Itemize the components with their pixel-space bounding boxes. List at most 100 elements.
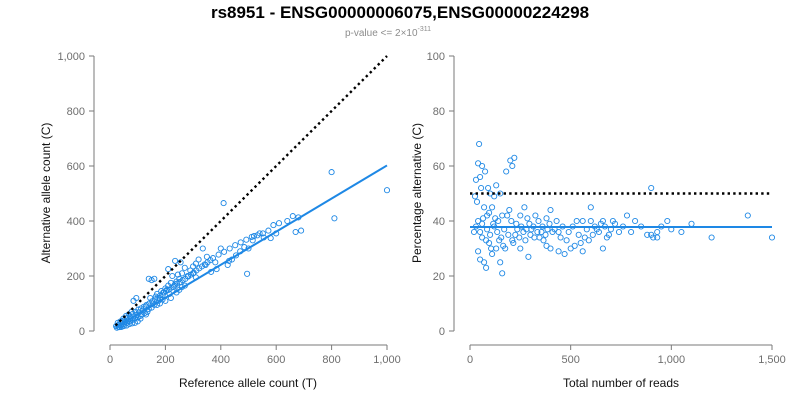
data-point bbox=[477, 173, 484, 181]
y-tick-label: 200 bbox=[67, 271, 85, 283]
data-point bbox=[555, 228, 562, 236]
y-tick-label: 60 bbox=[433, 161, 445, 173]
data-point bbox=[549, 228, 556, 236]
data-point bbox=[503, 168, 510, 175]
data-point bbox=[226, 245, 233, 252]
data-point bbox=[546, 220, 553, 227]
panel-percentage-alternative: 0 500 1,000 1,500 0 20 40 60 80 100 Total number o… bbox=[410, 51, 786, 390]
data-point bbox=[489, 204, 496, 211]
data-point bbox=[142, 311, 150, 318]
x-tick-label: 600 bbox=[267, 354, 285, 366]
data-point bbox=[331, 215, 338, 222]
data-point bbox=[486, 239, 493, 247]
data-point bbox=[524, 215, 531, 222]
x-tick-label: 1,000 bbox=[373, 354, 401, 366]
data-point bbox=[480, 215, 487, 222]
data-point bbox=[540, 237, 547, 244]
y-tick-label: 800 bbox=[67, 106, 85, 118]
data-point bbox=[237, 239, 244, 246]
data-point bbox=[489, 250, 496, 258]
data-point bbox=[232, 252, 240, 259]
data-point bbox=[585, 237, 592, 244]
data-point bbox=[509, 237, 516, 244]
data-point bbox=[259, 230, 266, 237]
data-point bbox=[517, 245, 524, 252]
data-point bbox=[648, 184, 655, 192]
data-point bbox=[289, 213, 296, 220]
y-tick-label: 20 bbox=[433, 271, 445, 283]
data-point bbox=[509, 162, 516, 170]
x-tick-label: 1,500 bbox=[758, 354, 786, 366]
x-axis-label: Total number of reads bbox=[563, 376, 679, 390]
data-point bbox=[609, 217, 616, 225]
data-point bbox=[131, 319, 138, 326]
data-point bbox=[623, 212, 631, 219]
data-point bbox=[195, 256, 202, 263]
x-tick-label: 500 bbox=[561, 354, 579, 366]
fit-line bbox=[115, 164, 388, 329]
data-point bbox=[499, 212, 506, 219]
data-point bbox=[516, 234, 523, 241]
data-point bbox=[505, 231, 512, 238]
data-point bbox=[615, 228, 623, 236]
data-point bbox=[492, 215, 499, 222]
data-point bbox=[768, 234, 776, 241]
data-point bbox=[510, 239, 517, 247]
subtitle-text: p-value <= 2×10 bbox=[345, 28, 418, 39]
data-point bbox=[579, 248, 586, 255]
data-point bbox=[481, 204, 488, 211]
data-point bbox=[254, 232, 261, 239]
data-point bbox=[534, 228, 541, 236]
data-point bbox=[589, 231, 596, 238]
data-point bbox=[497, 259, 504, 266]
data-point bbox=[169, 272, 176, 280]
figure-subtitle: p-value <= 2×10-311 bbox=[345, 26, 431, 39]
data-point bbox=[644, 231, 651, 238]
data-point bbox=[476, 140, 483, 148]
data-point bbox=[177, 259, 184, 266]
data-point bbox=[485, 184, 492, 192]
data-point bbox=[744, 212, 751, 219]
y-tick-label: 100 bbox=[427, 51, 445, 63]
x-tick-label: 0 bbox=[107, 354, 113, 366]
data-point bbox=[243, 236, 250, 243]
data-point bbox=[504, 212, 511, 219]
y-tick-label: 40 bbox=[433, 216, 445, 228]
data-point bbox=[190, 263, 197, 270]
y-tick-label: 80 bbox=[433, 106, 445, 118]
data-point bbox=[648, 231, 655, 238]
data-point bbox=[479, 220, 486, 227]
data-point bbox=[220, 200, 227, 207]
data-point bbox=[265, 227, 272, 234]
data-point bbox=[232, 242, 239, 249]
data-point bbox=[664, 217, 671, 225]
data-point bbox=[513, 220, 520, 227]
data-point bbox=[538, 228, 545, 236]
y-tick-label: 0 bbox=[79, 326, 85, 338]
data-point bbox=[555, 248, 562, 255]
x-tick-label: 0 bbox=[467, 354, 473, 366]
x-tick-label: 400 bbox=[212, 354, 230, 366]
data-point bbox=[284, 217, 291, 225]
data-point bbox=[506, 206, 513, 214]
x-tick-label: 800 bbox=[322, 354, 340, 366]
data-point bbox=[581, 234, 588, 241]
data-point bbox=[248, 233, 255, 240]
y-tick-label: 1,000 bbox=[57, 51, 85, 63]
data-point bbox=[483, 264, 490, 271]
data-point bbox=[565, 228, 572, 236]
data-point bbox=[292, 228, 299, 236]
data-point bbox=[199, 245, 206, 252]
reference-line bbox=[114, 55, 388, 327]
data-point bbox=[654, 228, 661, 236]
data-point bbox=[383, 187, 391, 194]
data-point bbox=[475, 217, 482, 225]
data-point bbox=[133, 294, 140, 302]
data-point bbox=[473, 198, 481, 205]
data-point bbox=[587, 217, 594, 225]
data-point bbox=[475, 248, 482, 255]
data-point bbox=[525, 253, 532, 260]
data-point bbox=[497, 190, 504, 197]
data-point bbox=[521, 204, 528, 211]
y-tick-label: 400 bbox=[67, 216, 85, 228]
